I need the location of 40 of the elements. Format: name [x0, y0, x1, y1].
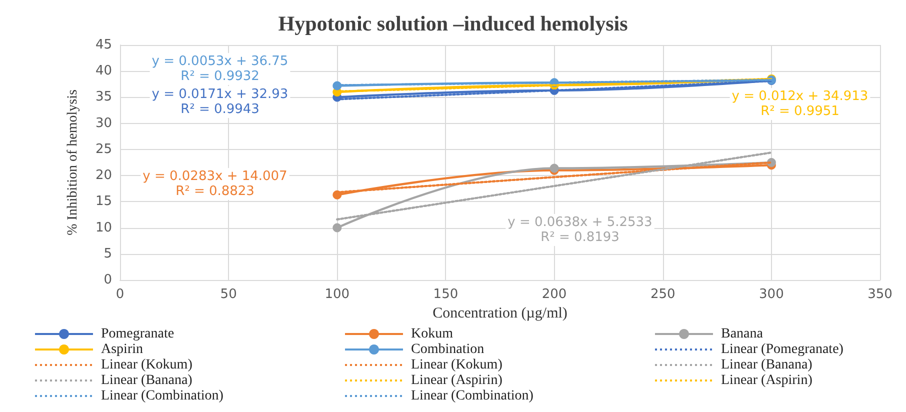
legend-label: Linear (Pomegranate): [721, 342, 844, 357]
annotation: y = 0.0053x + 36.75 R² = 0.9932: [152, 54, 288, 84]
legend-label: Linear (Combination): [101, 388, 224, 404]
y-tick-label: 40: [95, 64, 112, 79]
legend-label: Linear (Kokum): [411, 358, 503, 372]
x-tick-label: 200: [542, 287, 567, 302]
legend-label: Linear (Aspirin): [721, 373, 813, 388]
annotation: y = 0.0638x + 5.2533 R² = 0.8193: [508, 215, 652, 245]
x-tick-label: 150: [433, 287, 458, 302]
legend-label: Kokum: [411, 326, 454, 342]
legend-label: Linear (Banana): [101, 373, 193, 388]
y-tick-label: 5: [104, 246, 112, 262]
y-tick-label: 15: [95, 194, 112, 210]
x-tick-label: 0: [116, 287, 124, 302]
legend-label: Linear (Aspirin): [411, 373, 503, 388]
y-tick-label: 25: [95, 142, 112, 157]
x-tick-label: 350: [868, 287, 892, 302]
legend-label: Aspirin: [101, 342, 143, 357]
legend-label: Banana: [721, 326, 764, 342]
legend-label: Linear (Banana): [721, 358, 813, 372]
x-tick-label: 300: [759, 287, 784, 302]
legend-label: Linear (Combination): [411, 388, 534, 404]
annotation: y = 0.0171x + 32.93 R² = 0.9943: [152, 87, 288, 117]
x-axis-title: Concentration (µg/ml): [432, 305, 568, 322]
y-tick-label: 0: [104, 272, 112, 288]
x-tick-label: 250: [650, 287, 676, 302]
y-tick-label: 20: [95, 168, 112, 184]
annotation: y = 0.0283x + 14.007 R² = 0.8823: [142, 169, 288, 199]
y-tick-label: 30: [95, 116, 112, 131]
y-axis-title: % Inhibition of hemolysis: [66, 90, 80, 236]
annotation: y = 0.012x + 34.913 R² = 0.9951: [732, 89, 868, 119]
x-tick-label: 50: [220, 287, 237, 302]
y-tick-label: 35: [95, 90, 112, 105]
x-tick-label: 100: [324, 287, 350, 302]
legend-label: Pomegranate: [101, 326, 174, 342]
y-tick-label: 10: [95, 220, 112, 236]
y-tick-label: 45: [95, 38, 112, 52]
chart-title: Hypotonic solution –induced hemolysis: [278, 12, 628, 36]
legend-label: Linear (Kokum): [101, 358, 193, 372]
legend-label: Combination: [411, 342, 484, 357]
